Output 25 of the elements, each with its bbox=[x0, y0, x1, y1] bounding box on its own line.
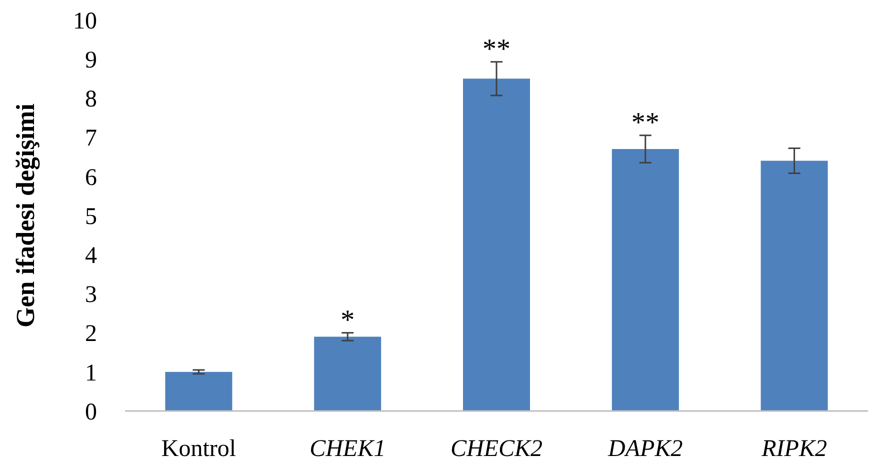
y-axis-title: Gen ifadesi değişimi bbox=[11, 104, 40, 328]
y-tick-label: 3 bbox=[85, 282, 97, 308]
annotation: * bbox=[340, 304, 355, 336]
bar bbox=[314, 336, 382, 411]
x-tick-label: DAPK2 bbox=[607, 436, 683, 462]
annotation: ** bbox=[631, 107, 660, 138]
y-tick-label: 5 bbox=[85, 204, 97, 230]
y-tick-label: 6 bbox=[85, 164, 97, 191]
y-tick-label: 9 bbox=[85, 48, 97, 74]
y-tick-label: 7 bbox=[85, 126, 97, 152]
y-tick-label: 4 bbox=[85, 243, 97, 269]
x-tick-label: RIPK2 bbox=[760, 436, 827, 462]
x-tick-label: CHEK1 bbox=[310, 436, 386, 462]
bar bbox=[760, 160, 828, 411]
annotation: ** bbox=[482, 34, 510, 65]
y-tick-label: 1 bbox=[85, 360, 97, 386]
y-tick-label: 2 bbox=[85, 321, 97, 348]
bar bbox=[463, 78, 530, 411]
y-tick-label: 8 bbox=[85, 86, 97, 113]
x-tick-label: Kontrol bbox=[161, 436, 236, 462]
bar bbox=[165, 372, 232, 411]
bar bbox=[612, 149, 679, 411]
y-tick-label: 10 bbox=[73, 8, 97, 34]
y-tick-label: 0 bbox=[85, 399, 97, 426]
x-tick-label: CHECK2 bbox=[450, 436, 543, 462]
